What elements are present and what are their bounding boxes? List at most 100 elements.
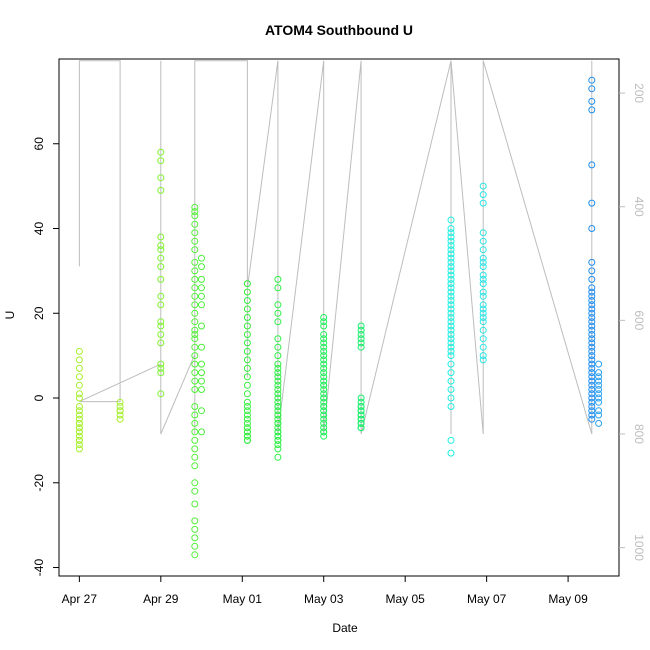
data-point bbox=[479, 258, 487, 266]
data-point bbox=[75, 373, 83, 381]
data-point bbox=[447, 352, 455, 360]
data-point bbox=[447, 339, 455, 347]
data-point bbox=[274, 364, 282, 372]
data-point bbox=[479, 254, 487, 262]
data-point bbox=[479, 314, 487, 321]
data-point bbox=[447, 237, 455, 245]
data-point bbox=[243, 411, 251, 419]
data-point bbox=[320, 424, 328, 432]
data-point bbox=[595, 407, 603, 415]
data-point bbox=[447, 242, 455, 249]
data-point bbox=[357, 322, 365, 330]
data-point bbox=[479, 301, 487, 309]
data-point bbox=[588, 284, 596, 292]
data-point bbox=[75, 424, 83, 432]
data-point bbox=[588, 314, 596, 321]
data-point bbox=[243, 288, 251, 296]
y2-tick-label: 600 bbox=[632, 310, 646, 330]
data-point bbox=[274, 352, 282, 360]
data-point bbox=[447, 292, 455, 300]
data-point bbox=[588, 369, 596, 377]
data-point bbox=[588, 411, 596, 419]
data-point bbox=[157, 390, 165, 398]
x-tick-label: May 07 bbox=[467, 592, 507, 606]
data-point bbox=[588, 322, 596, 330]
depth-trace bbox=[78, 60, 593, 435]
data-point bbox=[191, 208, 199, 216]
data-point bbox=[243, 415, 251, 423]
data-point bbox=[447, 331, 455, 338]
data-point bbox=[75, 411, 83, 419]
data-point bbox=[320, 386, 328, 393]
data-point bbox=[243, 339, 251, 347]
data-point bbox=[191, 331, 199, 338]
data-point bbox=[447, 394, 455, 402]
data-point bbox=[447, 360, 455, 368]
data-point bbox=[243, 314, 251, 321]
data-point bbox=[320, 377, 328, 385]
data-point bbox=[191, 352, 199, 360]
data-point bbox=[479, 309, 487, 317]
data-point bbox=[588, 76, 596, 84]
data-point bbox=[243, 428, 251, 436]
data-point bbox=[447, 216, 455, 224]
data-point bbox=[191, 220, 199, 228]
x-tick-label: Apr 27 bbox=[62, 592, 98, 606]
data-point bbox=[479, 199, 487, 207]
data-point bbox=[157, 174, 165, 182]
data-point bbox=[588, 415, 596, 423]
data-point bbox=[320, 411, 328, 419]
data-point bbox=[157, 318, 165, 326]
data-point bbox=[274, 403, 282, 410]
data-point bbox=[157, 331, 165, 338]
data-point bbox=[243, 331, 251, 338]
data-point bbox=[357, 343, 365, 351]
data-point bbox=[479, 343, 487, 351]
data-point bbox=[75, 415, 83, 423]
data-point bbox=[357, 411, 365, 419]
data-point bbox=[157, 364, 165, 372]
data-point bbox=[243, 403, 251, 410]
data-point bbox=[191, 453, 199, 461]
data-point bbox=[320, 432, 328, 440]
data-point bbox=[75, 356, 83, 364]
data-point bbox=[191, 229, 199, 237]
data-point bbox=[357, 326, 365, 334]
data-point bbox=[588, 106, 596, 114]
data-point bbox=[320, 369, 328, 377]
data-point bbox=[157, 148, 165, 156]
data-point bbox=[320, 352, 328, 360]
data-point bbox=[198, 322, 205, 330]
data-point bbox=[75, 364, 83, 372]
data-point bbox=[479, 246, 487, 254]
data-point bbox=[191, 428, 199, 436]
data-point bbox=[243, 407, 251, 415]
y2-tick-label: 200 bbox=[632, 83, 646, 103]
data-point bbox=[588, 225, 596, 232]
data-point bbox=[479, 292, 487, 300]
data-point bbox=[198, 275, 205, 283]
data-point bbox=[75, 394, 83, 402]
data-point bbox=[357, 394, 365, 402]
data-point bbox=[447, 326, 455, 334]
data-point bbox=[198, 292, 205, 300]
data-point bbox=[198, 263, 205, 271]
data-points bbox=[75, 76, 603, 559]
data-point bbox=[191, 525, 199, 533]
data-point bbox=[357, 398, 365, 406]
data-point bbox=[75, 428, 83, 436]
data-point bbox=[191, 542, 199, 550]
x-tick-label: May 05 bbox=[386, 592, 426, 606]
data-point bbox=[274, 398, 282, 406]
data-point bbox=[588, 381, 596, 389]
data-point bbox=[191, 419, 199, 427]
data-point bbox=[274, 284, 282, 292]
data-point bbox=[595, 394, 603, 402]
data-point bbox=[191, 301, 199, 309]
data-point bbox=[243, 356, 251, 364]
data-point bbox=[243, 436, 251, 444]
data-point bbox=[274, 275, 282, 283]
data-point bbox=[357, 419, 365, 427]
data-point bbox=[274, 335, 282, 343]
data-point bbox=[191, 360, 199, 368]
